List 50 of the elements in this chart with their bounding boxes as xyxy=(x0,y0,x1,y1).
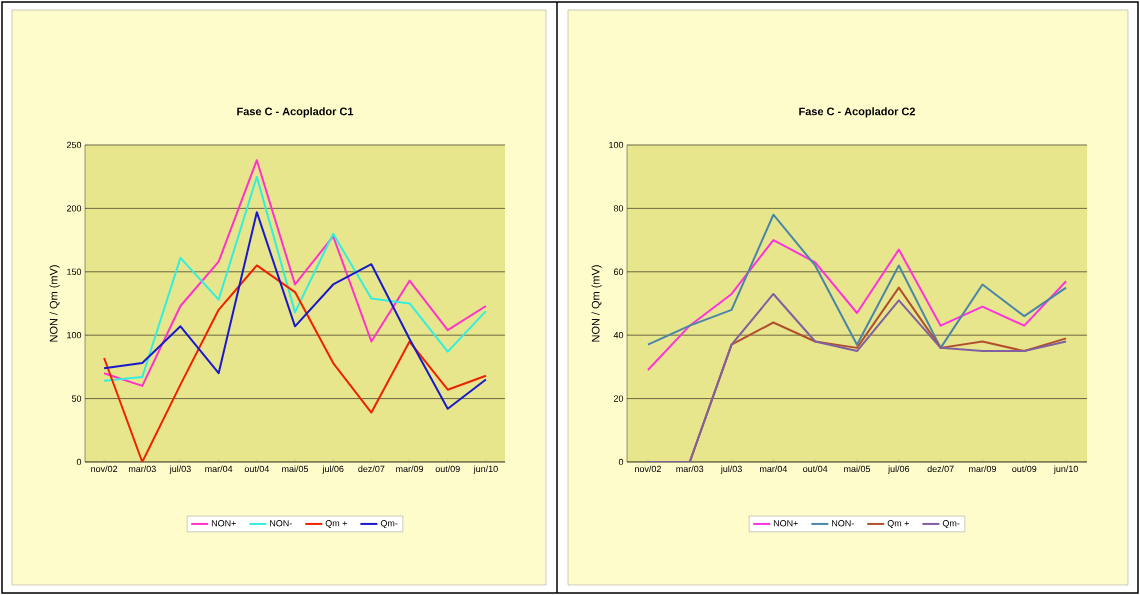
legend-label: Qm- xyxy=(380,520,398,529)
y-tick-label: 100 xyxy=(67,332,82,339)
x-tick-label: out/04 xyxy=(244,465,270,473)
x-tick-label: mar/04 xyxy=(205,465,233,473)
x-tick-label: out/09 xyxy=(1012,465,1037,473)
y-tick-label: 0 xyxy=(76,458,82,466)
x-tick-label: nov/02 xyxy=(635,465,661,473)
y-tick-label: 150 xyxy=(67,268,82,275)
y-tick-label: 250 xyxy=(66,141,82,149)
y-tick-label: 40 xyxy=(613,332,624,339)
line-series xyxy=(646,213,1068,349)
x-tick-label: out/04 xyxy=(803,465,828,473)
x-tick-label: jul/03 xyxy=(169,465,191,474)
x-tick-label: mar/03 xyxy=(676,465,704,473)
y-tick-label: 200 xyxy=(66,205,82,212)
y-axis-title: NON / Qm (mV) xyxy=(49,265,60,342)
x-tick-label: dez/07 xyxy=(358,465,385,473)
chart-title: Fase C - Acoplador C2 xyxy=(799,107,916,118)
y-tick-label: 80 xyxy=(613,205,624,212)
y-axis-title: NON / Qm (mV) xyxy=(591,265,602,342)
x-tick-label: mar/04 xyxy=(760,465,788,473)
legend-label: NON- xyxy=(832,520,854,527)
x-tick-label: jul/06 xyxy=(887,465,910,474)
x-tick-label: mar/09 xyxy=(396,465,424,473)
legend-label: Qm- xyxy=(942,520,960,529)
y-tick-label: 100 xyxy=(609,141,624,149)
legend-label: NON- xyxy=(270,520,292,527)
legend-label: Qm + xyxy=(325,520,347,529)
legend-label: Qm + xyxy=(887,520,909,529)
y-tick-label: 50 xyxy=(71,395,82,402)
x-tick-label: mai/05 xyxy=(282,465,309,473)
x-tick-label: nov/02 xyxy=(91,465,118,473)
y-tick-label: 20 xyxy=(613,395,624,402)
line-series xyxy=(646,239,1068,372)
legend-label: NON+ xyxy=(773,520,798,527)
legend-label: NON+ xyxy=(211,520,236,527)
x-tick-label: jul/06 xyxy=(322,465,344,474)
x-tick-label: mar/09 xyxy=(969,465,996,473)
line-series xyxy=(103,264,487,462)
x-tick-label: jun/10 xyxy=(473,465,498,474)
line-series xyxy=(103,211,487,410)
chart-title: Fase C - Acoplador C1 xyxy=(237,107,354,118)
x-tick-label: mar/03 xyxy=(128,465,156,473)
y-tick-label: 0 xyxy=(618,458,624,466)
x-tick-label: mai/05 xyxy=(844,465,871,473)
x-tick-label: jun/10 xyxy=(1053,465,1078,474)
x-tick-label: jul/03 xyxy=(720,465,742,474)
x-tick-label: out/09 xyxy=(435,465,460,473)
x-tick-label: dez/07 xyxy=(927,465,954,473)
y-tick-label: 60 xyxy=(613,268,624,275)
